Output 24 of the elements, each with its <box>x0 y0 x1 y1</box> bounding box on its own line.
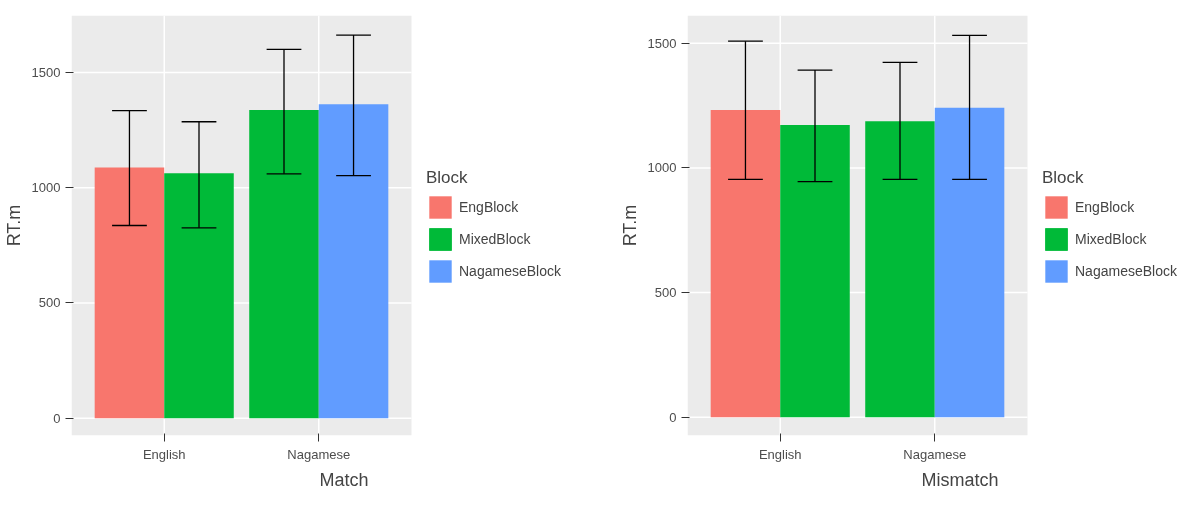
y-tick-label: 1000 <box>31 180 61 196</box>
legend-title: Block <box>426 168 469 188</box>
legend-label: MixedBlock <box>1075 231 1147 247</box>
legend-label: NagameseBlock <box>459 263 561 279</box>
legend-label: EngBlock <box>459 199 519 215</box>
x-tick-label: Nagamese <box>903 446 967 462</box>
x-tick-label: English <box>758 446 802 462</box>
legend-label: MixedBlock <box>459 231 531 247</box>
x-tick-label: Nagamese <box>287 446 351 462</box>
y-tick-label: 500 <box>654 285 677 301</box>
legend-label: NagameseBlock <box>1075 263 1177 279</box>
y-tick-label: 1500 <box>31 64 61 80</box>
y-tick-label: 500 <box>38 295 61 311</box>
y-axis-title: RT.m <box>619 204 640 247</box>
y-axis-title: RT.m <box>3 204 24 247</box>
x-tick-label: English <box>142 446 186 462</box>
y-tick-label: 1000 <box>647 160 677 176</box>
legend-label: EngBlock <box>1075 199 1135 215</box>
legend-title: Block <box>1042 168 1085 188</box>
x-axis-title: Match <box>319 469 369 490</box>
y-tick-label: 0 <box>669 409 677 425</box>
x-axis-title: Mismatch <box>921 469 999 490</box>
y-tick-label: 0 <box>53 410 61 426</box>
y-tick-label: 1500 <box>647 35 677 51</box>
